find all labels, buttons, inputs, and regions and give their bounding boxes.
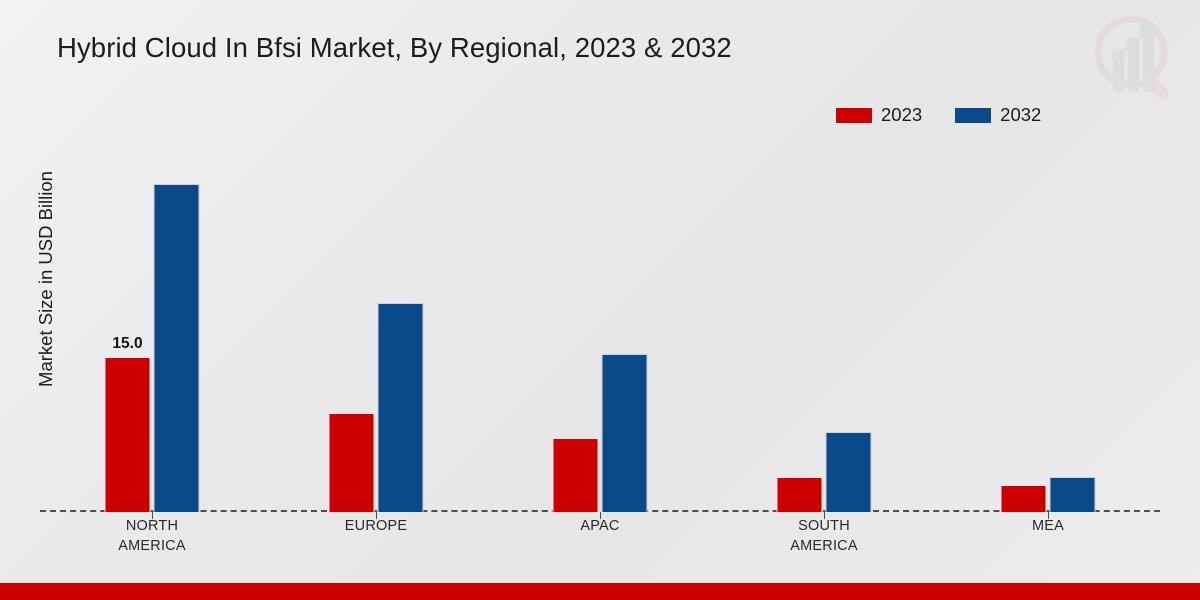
x-axis-tick-label: APAC [580, 518, 620, 534]
bar-value-label: 15.0 [112, 335, 143, 352]
legend-label-2023: 2023 [881, 104, 923, 125]
footer-accent-bar [0, 583, 1200, 600]
bar-group [936, 140, 1160, 512]
bar-2023[interactable] [776, 476, 823, 512]
x-axis-tick-label: EUROPE [344, 518, 408, 534]
x-axis-tick-labels: NORTH AMERICA EUROPE APAC SOUTH AMERICA MEA [40, 516, 1160, 556]
bar-2023[interactable] [1000, 485, 1047, 512]
legend-swatch-2023 [836, 107, 872, 123]
bar-group [488, 140, 712, 512]
bar-group [264, 140, 488, 512]
chart-title: Hybrid Cloud In Bfsi Market, By Regional… [57, 32, 732, 63]
bar-2032[interactable] [601, 353, 648, 512]
bar-pair [328, 140, 424, 512]
bar-pair [552, 140, 648, 512]
bar-pair [1000, 140, 1096, 512]
bar-pair: 15.0 [104, 140, 200, 512]
bar-2032[interactable] [1049, 476, 1096, 512]
bar-2032[interactable] [153, 184, 200, 512]
legend-label-2032: 2032 [1000, 104, 1042, 125]
bar-groups: 15.0 [40, 140, 1160, 512]
legend-swatch-2032 [955, 107, 992, 123]
x-axis-tick-label: SOUTH AMERICA [790, 518, 858, 554]
tickmark [936, 512, 1160, 520]
bar-pair [776, 140, 872, 512]
y-axis-label-wrap: Market Size in USD Billion [0, 0, 56, 600]
x-axis-tick-label: NORTH AMERICA [118, 518, 186, 554]
x-axis-tickmarks [40, 512, 1160, 520]
bar-2023[interactable] [328, 412, 375, 512]
plot-area: 15.0 [40, 140, 1160, 512]
x-axis-baseline [40, 510, 1160, 512]
magnifier-bar-chart-logo-icon [1086, 8, 1182, 108]
legend: 2023 2032 [836, 104, 1041, 126]
bar-2023[interactable]: 15.0 [104, 335, 151, 512]
x-axis-tick-label: MEA [1031, 518, 1065, 534]
tickmark [488, 512, 712, 520]
bar-2032[interactable] [377, 303, 424, 512]
bar-2023[interactable] [552, 437, 599, 512]
bar-group [712, 140, 936, 512]
bar-group: 15.0 [40, 140, 264, 512]
legend-item-2023[interactable]: 2023 [836, 104, 922, 126]
legend-item-2032[interactable]: 2032 [955, 104, 1041, 126]
bar-2032[interactable] [825, 432, 872, 512]
tickmark [712, 512, 936, 520]
tickmark [264, 512, 488, 520]
tickmark [40, 512, 264, 520]
